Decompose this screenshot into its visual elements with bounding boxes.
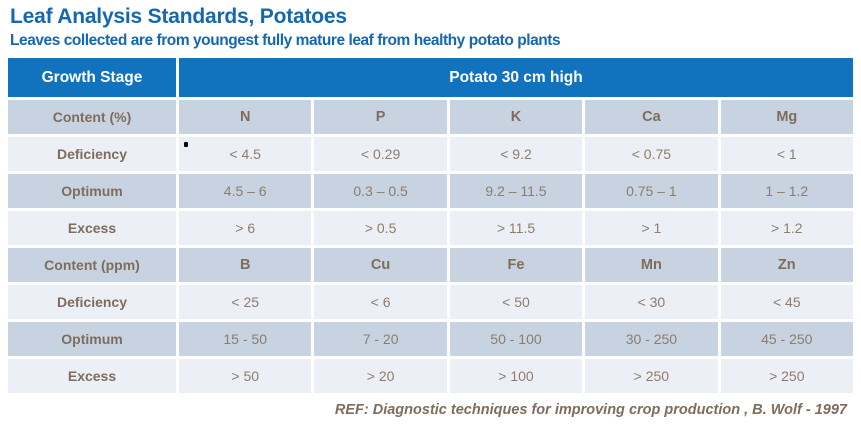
row-label-optimum-pct: Optimum: [8, 174, 176, 208]
page-title: Leaf Analysis Standards, Potatoes: [10, 5, 347, 28]
col-header-fe: Fe: [449, 248, 583, 282]
cell-deficiency-n: < 4.5: [179, 137, 312, 171]
cell-excess-cu: > 20: [314, 359, 447, 393]
cell-optimum-p: 0.3 – 0.5: [314, 174, 447, 208]
cell-optimum-k: 9.2 – 11.5: [449, 174, 583, 208]
col-header-b: B: [179, 248, 312, 282]
cell-excess-mn: > 250: [585, 359, 718, 393]
cell-optimum-ca: 0.75 – 1: [585, 174, 718, 208]
stray-bullet-mark: [184, 142, 188, 147]
row-label-deficiency-pct: Deficiency: [8, 137, 176, 171]
cell-excess-ca: > 1: [585, 211, 718, 245]
cell-excess-mg: > 1.2: [720, 211, 853, 245]
col-header-ca: Ca: [585, 100, 718, 134]
col-header-zn: Zn: [720, 248, 853, 282]
cell-deficiency-p: < 0.29: [314, 137, 447, 171]
col-header-k: K: [449, 100, 583, 134]
content-pct-label: Content (%): [8, 100, 176, 134]
col-header-mg: Mg: [720, 100, 853, 134]
cell-deficiency-mg: < 1: [720, 137, 853, 171]
potato-height-header-cell: Potato 30 cm high: [179, 58, 853, 97]
cell-excess-n: > 6: [179, 211, 312, 245]
cell-deficiency-b: < 25: [179, 285, 312, 319]
col-header-p: P: [314, 100, 447, 134]
cell-optimum-b: 15 - 50: [179, 322, 312, 356]
row-label-excess-pct: Excess: [8, 211, 176, 245]
cell-optimum-fe: 50 - 100: [449, 322, 583, 356]
cell-deficiency-k: < 9.2: [449, 137, 583, 171]
content-ppm-label: Content (ppm): [8, 248, 176, 282]
cell-excess-p: > 0.5: [314, 211, 447, 245]
cell-excess-zn: > 250: [720, 359, 853, 393]
cell-optimum-n: 4.5 – 6: [179, 174, 312, 208]
cell-deficiency-zn: < 45: [720, 285, 853, 319]
cell-excess-fe: > 100: [449, 359, 583, 393]
row-label-optimum-ppm: Optimum: [8, 322, 176, 356]
cell-deficiency-cu: < 6: [314, 285, 447, 319]
page-subtitle: Leaves collected are from youngest fully…: [10, 32, 561, 49]
col-header-n: N: [179, 100, 312, 134]
reference-citation: REF: Diagnostic techniques for improving…: [334, 402, 847, 418]
cell-excess-b: > 50: [179, 359, 312, 393]
row-label-excess-ppm: Excess: [8, 359, 176, 393]
cell-deficiency-ca: < 0.75: [585, 137, 718, 171]
growth-stage-header-cell: Growth Stage: [8, 58, 176, 97]
row-label-deficiency-ppm: Deficiency: [8, 285, 176, 319]
col-header-mn: Mn: [585, 248, 718, 282]
cell-optimum-zn: 45 - 250: [720, 322, 853, 356]
cell-optimum-mn: 30 - 250: [585, 322, 718, 356]
col-header-cu: Cu: [314, 248, 447, 282]
cell-deficiency-fe: < 50: [449, 285, 583, 319]
cell-excess-k: > 11.5: [449, 211, 583, 245]
leaf-analysis-table: Growth Stage Potato 30 cm high Content (…: [8, 58, 853, 393]
cell-optimum-cu: 7 - 20: [314, 322, 447, 356]
cell-optimum-mg: 1 – 1.2: [720, 174, 853, 208]
cell-deficiency-mn: < 30: [585, 285, 718, 319]
